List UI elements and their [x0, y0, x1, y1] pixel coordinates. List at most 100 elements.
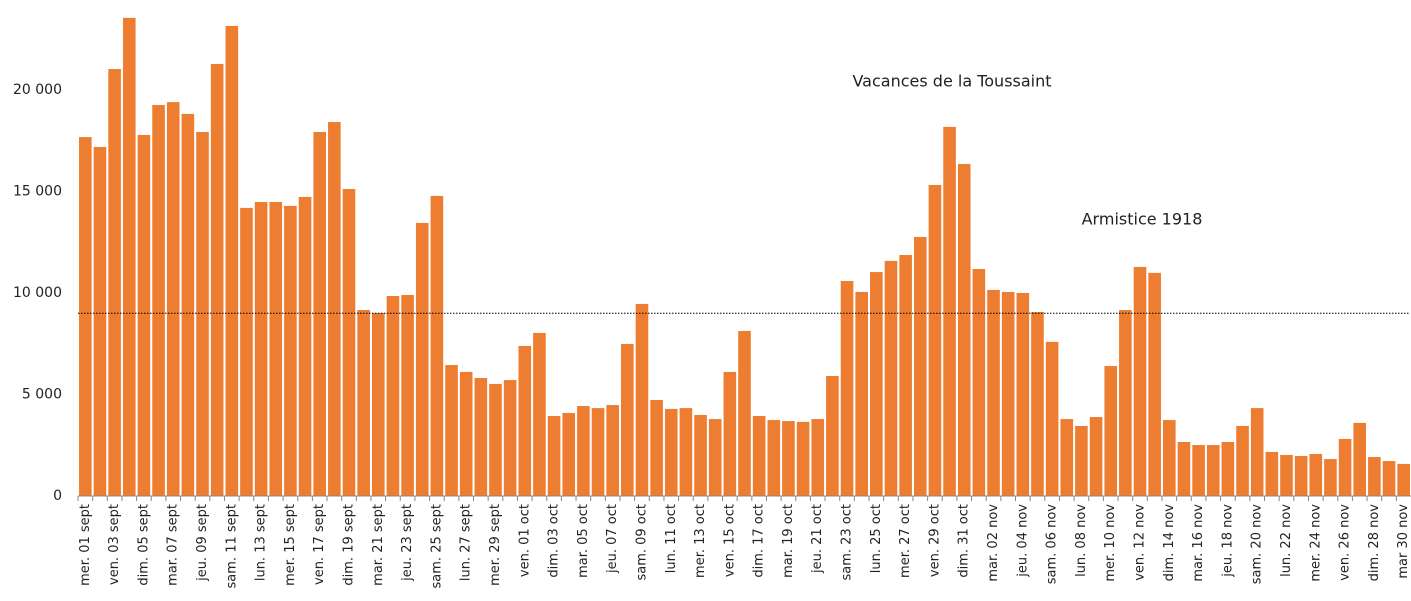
bar [137, 135, 151, 496]
y-tick-label: 0 [53, 488, 62, 504]
x-tick-label: sam. 25 sept [429, 504, 444, 588]
bar [122, 17, 136, 497]
bar [1382, 461, 1396, 496]
bar [225, 25, 239, 496]
x-tick-label: mer. 15 sept [283, 504, 298, 586]
x-tick-label: sam. 23 oct [840, 504, 855, 581]
x-tick-label: mer. 29 sept [488, 504, 503, 586]
bar [533, 332, 546, 496]
bar [1236, 425, 1249, 496]
bar [108, 69, 121, 497]
bar [166, 102, 180, 496]
bar [1133, 266, 1147, 496]
x-tick-label: jeu. 09 sept [195, 504, 210, 582]
bar [342, 189, 356, 496]
bar [562, 412, 576, 496]
bar [1045, 341, 1059, 496]
bar [93, 146, 107, 496]
x-tick-label: dim. 05 sept [136, 504, 151, 586]
x-tick-label: mer. 01 sept [78, 504, 93, 586]
bar [254, 202, 268, 496]
x-tick-label: ven. 29 oct [927, 504, 942, 577]
x-tick-label: lun. 22 nov [1279, 504, 1294, 577]
bar [152, 104, 165, 496]
bar [1324, 459, 1337, 496]
bar [415, 222, 429, 496]
bar [240, 207, 253, 496]
bar [1221, 441, 1235, 496]
bar [1309, 453, 1323, 496]
x-tick-label: ven. 15 oct [722, 504, 737, 577]
bar [1368, 457, 1381, 496]
x-tick-label: dim. 28 nov [1367, 504, 1382, 582]
y-tick-label: 10 000 [13, 285, 62, 301]
y-tick-label: 20 000 [13, 82, 62, 98]
x-tick-label: dim. 14 nov [1162, 504, 1177, 582]
bar [328, 122, 341, 496]
bar [1353, 422, 1367, 496]
x-tick-label: ven. 01 oct [517, 504, 532, 577]
bar [606, 405, 619, 496]
bar [1265, 451, 1279, 496]
bar [298, 196, 312, 497]
bar [664, 408, 678, 496]
bar [1338, 438, 1352, 496]
bar [1075, 425, 1088, 496]
bar [840, 280, 854, 496]
x-tick-label: dim. 17 oct [752, 504, 767, 578]
x-tick-label: mar. 21 sept [371, 504, 386, 586]
x-tick-label: mer. 10 nov [1103, 504, 1118, 582]
x-tick-label: mar. 05 oct [576, 504, 591, 578]
bar [796, 421, 810, 496]
x-tick-label: sam. 09 oct [634, 504, 649, 581]
bar [547, 416, 561, 496]
bar [1148, 272, 1161, 496]
x-tick-label: jeu. 04 nov [1015, 504, 1030, 578]
bar [313, 131, 326, 497]
x-tick-label: mar. 19 oct [781, 504, 796, 578]
bar [884, 260, 898, 496]
bar [1104, 366, 1118, 496]
bar [738, 330, 751, 496]
bar [708, 419, 722, 496]
bar [284, 205, 297, 497]
x-tick-label: lun. 27 sept [459, 504, 474, 581]
bar [899, 255, 912, 496]
y-tick-label: 5 000 [22, 386, 62, 402]
bar [577, 406, 590, 496]
bar [972, 269, 986, 496]
x-tick-label: lun. 08 nov [1074, 504, 1089, 577]
bar [1192, 445, 1205, 496]
bar [694, 414, 707, 496]
bar [386, 296, 400, 496]
x-tick-label: dim. 31 oct [957, 504, 972, 578]
bar [1250, 408, 1264, 496]
bar [1280, 454, 1293, 496]
bar [430, 195, 444, 497]
bar [1397, 463, 1410, 496]
bar [650, 399, 663, 496]
bar [503, 380, 517, 496]
bar [679, 408, 693, 496]
bar [269, 202, 283, 496]
x-tick-label: mar. 02 nov [986, 504, 1001, 582]
bar [1060, 419, 1074, 496]
x-tick-label: dim. 03 oct [547, 504, 562, 578]
x-tick-label: ven. 12 nov [1133, 504, 1148, 581]
bar [1016, 292, 1030, 496]
bar [635, 303, 649, 496]
bar [1294, 456, 1308, 496]
bar [210, 63, 224, 496]
x-tick-label: jeu. 07 oct [605, 504, 620, 574]
annotation: Armistice 1918 [1082, 210, 1203, 229]
x-tick-label: mer. 13 oct [693, 504, 708, 578]
bar [401, 295, 414, 496]
x-tick-label: dim. 19 sept [341, 504, 356, 586]
x-tick-label: jeu. 23 sept [400, 504, 415, 582]
x-tick-label: mer. 27 oct [898, 504, 913, 578]
bar [621, 343, 634, 496]
bar [518, 345, 532, 496]
y-tick-label: 15 000 [13, 183, 62, 199]
bar [1163, 420, 1176, 496]
